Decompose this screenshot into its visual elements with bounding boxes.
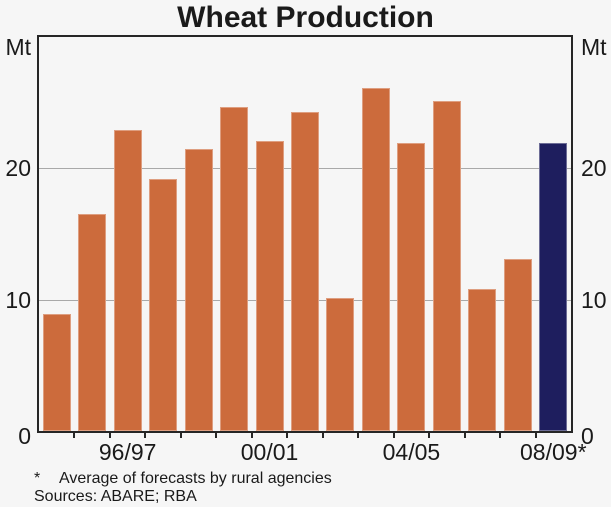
x-tick-label-00/01: 00/01 xyxy=(240,439,299,465)
bar-97/98 xyxy=(149,178,178,431)
y-tick-label-right-10: 10 xyxy=(581,286,607,313)
sources-text: Sources: ABARE; RBA xyxy=(34,488,197,505)
bar-08/09* xyxy=(539,143,568,431)
bar-03/04 xyxy=(361,88,390,431)
bar-98/99 xyxy=(184,148,213,431)
x-axis-tick xyxy=(428,433,431,438)
x-axis-tick xyxy=(250,433,253,438)
bar-99/00 xyxy=(220,106,249,431)
y-tick-label-right-20: 20 xyxy=(581,155,607,182)
bar-96/97 xyxy=(113,130,142,431)
x-axis-tick xyxy=(392,433,395,438)
y-tick-label-right-0: 0 xyxy=(581,423,594,449)
y-axis-unit-left: Mt xyxy=(5,34,31,60)
x-axis-tick xyxy=(215,433,218,438)
bar-04/05 xyxy=(397,143,426,431)
footnote-text: Average of forecasts by rural agencies xyxy=(59,470,332,487)
bar-01/02 xyxy=(291,111,319,431)
chart-title: Wheat Production xyxy=(177,1,434,34)
plot-area xyxy=(37,35,573,433)
x-tick-label-08/09*: 08/09* xyxy=(520,439,587,465)
bar-07/08 xyxy=(503,258,532,431)
x-axis-tick xyxy=(108,433,111,438)
x-axis-tick xyxy=(321,433,324,438)
bar-02/03 xyxy=(326,298,355,431)
y-tick-label-left-0: 0 xyxy=(18,423,31,449)
x-tick-label-04/05: 04/05 xyxy=(382,439,441,465)
y-tick-label-left-20: 20 xyxy=(5,155,31,182)
x-axis-tick xyxy=(144,433,147,438)
x-axis-tick xyxy=(73,433,76,438)
bar-05/06 xyxy=(432,101,461,431)
x-axis-tick xyxy=(534,433,537,438)
bar-06/07 xyxy=(468,289,497,431)
y-tick-label-left-10: 10 xyxy=(5,286,31,313)
x-axis-tick xyxy=(179,433,182,438)
bar-95/96 xyxy=(78,214,107,431)
x-tick-label-96/97: 96/97 xyxy=(98,439,157,465)
x-axis-tick xyxy=(463,433,466,438)
footnote: * Average of forecasts by rural agencies xyxy=(34,470,332,488)
y-axis-unit-right: Mt xyxy=(581,34,607,60)
bar-00/01 xyxy=(255,140,284,431)
bar-94/95 xyxy=(42,314,71,431)
x-axis-tick xyxy=(499,433,502,438)
x-axis-tick xyxy=(286,433,289,438)
x-axis-tick xyxy=(357,433,360,438)
footnote-marker: * xyxy=(34,470,41,487)
